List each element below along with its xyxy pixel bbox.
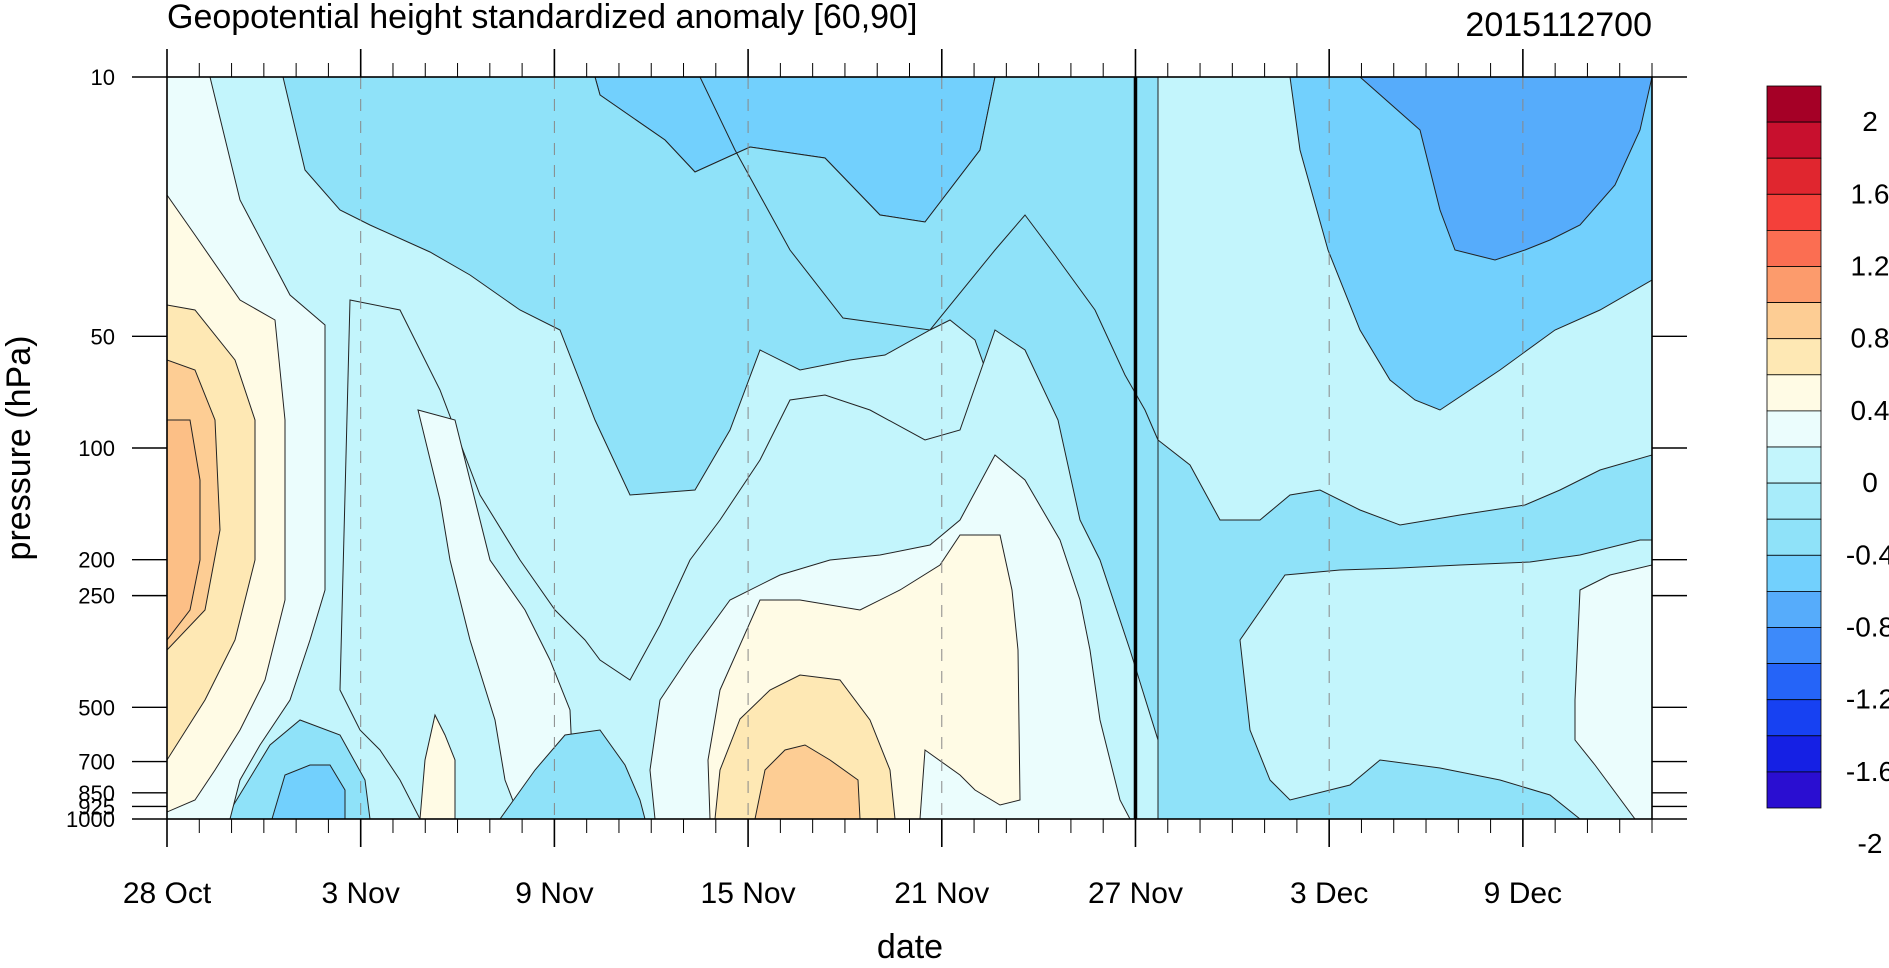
colorbar-swatch <box>1766 771 1822 809</box>
x-axis: 28 Oct 3 Nov 9 Nov 15 Nov 21 Nov 27 Nov 3 Dec 9… <box>123 49 1653 910</box>
colorbar-swatch <box>1766 627 1822 664</box>
y-tick-label: 700 <box>78 750 115 775</box>
colorbar-label: 1.2 <box>1851 251 1889 282</box>
contour-band-neg08-lowleft-inner <box>271 764 346 819</box>
colorbar-swatch <box>1766 735 1822 773</box>
x-tick-label: 9 Nov <box>515 877 593 910</box>
colorbar-label: -1.6 <box>1846 756 1889 787</box>
colorbar-label: 0.4 <box>1851 395 1889 426</box>
colorbar-swatch <box>1766 410 1822 448</box>
contour-band-neg04-right-low <box>1239 539 1652 819</box>
colorbar-swatch <box>1766 446 1822 484</box>
contour-band-pos-small <box>419 713 456 819</box>
y-axis-label: pressure (hPa) <box>0 336 38 561</box>
colorbar-swatch <box>1766 374 1822 412</box>
x-axis-label: date <box>877 928 943 963</box>
x-tick-label: 21 Nov <box>894 877 989 910</box>
y-tick-label: 200 <box>78 548 115 573</box>
contour-band-neg08-lowmid2 <box>499 729 646 819</box>
colorbar-swatch <box>1766 229 1822 267</box>
x-tick-label: 9 Dec <box>1484 877 1562 910</box>
colorbar-swatch <box>1766 482 1822 520</box>
colorbar-label: 0 <box>1862 467 1878 498</box>
colorbar-swatch <box>1766 591 1822 628</box>
chart-title: Geopotential height standardized anomaly… <box>167 0 917 36</box>
contour-band-neg08-mid <box>595 77 1159 441</box>
colorbar-swatch <box>1766 157 1822 195</box>
colorbar-swatch <box>1766 338 1822 376</box>
x-tick-label: 28 Oct <box>123 877 212 910</box>
y-tick-label: 500 <box>78 695 115 720</box>
chart-date-label: 2015112700 <box>1465 6 1652 44</box>
contour-field <box>167 77 1652 819</box>
colorbar-label: -0.4 <box>1846 539 1889 570</box>
colorbar-swatch <box>1766 266 1822 303</box>
colorbar-swatch <box>1766 663 1822 701</box>
colorbar-swatch <box>1766 518 1822 556</box>
colorbar-label: 2 <box>1862 106 1878 137</box>
colorbar-label: 0.8 <box>1851 323 1889 354</box>
y-tick-label: 925 <box>78 794 115 819</box>
x-tick-label: 3 Dec <box>1290 877 1368 910</box>
colorbar-swatch <box>1766 302 1822 340</box>
x-tick-label: 27 Nov <box>1088 877 1183 910</box>
colorbar-swatch <box>1766 699 1822 737</box>
colorbar-label: 1.6 <box>1851 178 1889 209</box>
y-tick-label: 100 <box>78 436 115 461</box>
colorbar-label: -0.8 <box>1846 612 1889 643</box>
colorbar-swatch <box>1766 85 1822 123</box>
y-tick-label: 10 <box>91 65 115 90</box>
colorbar-label: -2 <box>1858 828 1883 859</box>
colorbar: 2 1.6 1.2 0.8 0.4 0 -0.4 -0.8 -1.2 -1.6 -2 <box>1766 85 1889 859</box>
y-tick-label: 850 <box>78 781 115 806</box>
colorbar-label: -1.2 <box>1846 684 1889 715</box>
colorbar-swatch <box>1766 121 1822 159</box>
y-tick-label: 250 <box>78 584 115 609</box>
contour-band-pos12-mid <box>754 744 861 819</box>
contour-band-zero-right-low <box>1574 564 1652 819</box>
colorbar-swatch <box>1766 554 1822 592</box>
contour-band-neg12-right <box>1359 77 1652 261</box>
x-tick-label: 3 Nov <box>322 877 400 910</box>
contour-band-zero-lowmid <box>417 409 576 819</box>
x-tick-label: 15 Nov <box>701 877 796 910</box>
contour-band-pos16-left <box>167 419 201 641</box>
y-tick-label: 50 <box>91 324 115 349</box>
y-tick-label: 1000 <box>66 807 115 832</box>
colorbar-swatch <box>1766 193 1822 231</box>
